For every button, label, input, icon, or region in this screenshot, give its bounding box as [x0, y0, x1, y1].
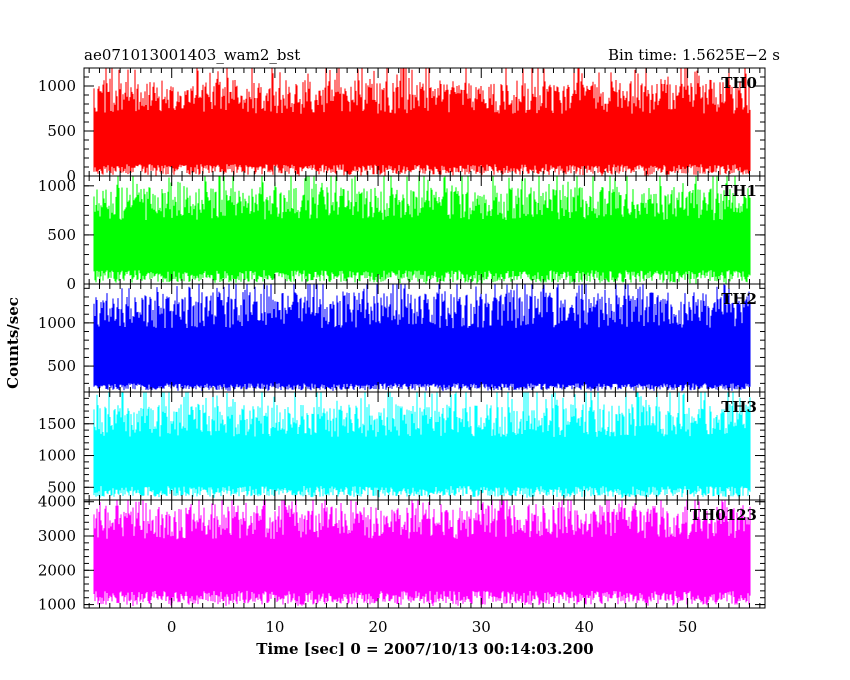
- lightcurve-th1: [93, 176, 751, 284]
- lightcurve-th0123: [93, 500, 751, 606]
- y-tick-label: 0: [66, 275, 76, 293]
- y-tick-label: 1000: [38, 177, 76, 195]
- y-tick-label: 500: [47, 226, 76, 244]
- x-axis: 0 10 20 30 40 50: [167, 618, 697, 636]
- panel-th0: 0 500 1000 TH0: [38, 67, 766, 185]
- y-tick-label: 1000: [38, 596, 76, 614]
- lightcurve-th3: [93, 392, 751, 499]
- x-tick-label: 30: [472, 618, 491, 636]
- y-tick-label: 500: [47, 478, 76, 496]
- y-tick-label: 1500: [38, 415, 76, 433]
- panel-label-th2: TH2: [721, 290, 757, 308]
- y-tick-label: 1000: [38, 447, 76, 465]
- y-tick-label: 1000: [38, 314, 76, 332]
- x-tick-label: 0: [167, 618, 177, 636]
- panel-label-th3: TH3: [721, 398, 757, 416]
- panel-th1: 0 500 1000 TH1: [38, 175, 766, 293]
- lightcurve-th2: [93, 284, 751, 392]
- y-tick-label: 4000: [38, 493, 76, 511]
- y-tick-label: 0: [66, 167, 76, 185]
- lightcurve-th0: [93, 68, 751, 176]
- chart-title-right: Bin time: 1.5625E−2 s: [608, 46, 780, 64]
- x-tick-label: 40: [575, 618, 594, 636]
- y-axis-title: Counts/sec: [4, 297, 22, 389]
- y-tick-label: 3000: [38, 527, 76, 545]
- x-tick-label: 10: [265, 618, 284, 636]
- panel-th3: 500 1000 1500 TH3: [38, 391, 766, 501]
- panel-th2: 500 1000 TH2: [38, 283, 766, 393]
- chart-title-left: ae071013001403_wam2_bst: [84, 46, 300, 64]
- panel-label-th0123: TH0123: [690, 506, 757, 524]
- y-tick-label: 500: [47, 122, 76, 140]
- x-tick-label: 50: [678, 618, 697, 636]
- x-axis-title: Time [sec] 0 = 2007/10/13 00:14:03.200: [256, 640, 593, 658]
- panel-frame: [83, 499, 766, 609]
- panel-label-th1: TH1: [721, 182, 757, 200]
- x-tick-label: 20: [369, 618, 388, 636]
- y-tick-label: 500: [47, 357, 76, 375]
- panel-th0123: 1000 2000 3000 4000 TH0123: [38, 493, 766, 614]
- panel-label-th0: TH0: [721, 74, 757, 92]
- y-tick-label: 2000: [38, 561, 76, 579]
- y-tick-label: 1000: [38, 77, 76, 95]
